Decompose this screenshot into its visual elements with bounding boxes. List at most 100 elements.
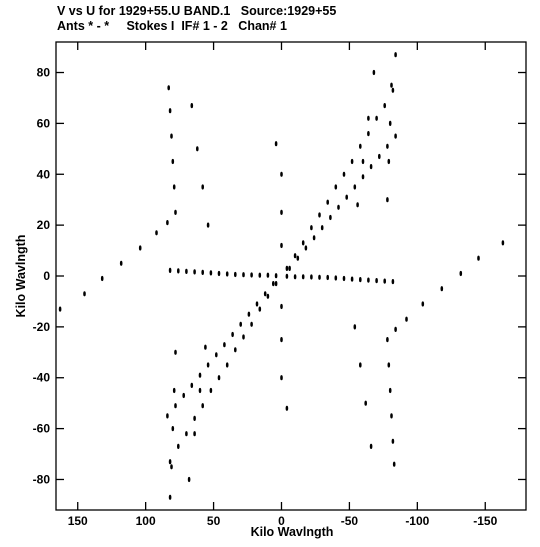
uv-point	[387, 362, 391, 368]
uv-point	[388, 387, 392, 394]
y-tick-label: -20	[33, 320, 51, 334]
uv-point	[171, 158, 175, 165]
uv-point	[250, 321, 253, 327]
uv-point	[217, 375, 221, 381]
data-points	[58, 52, 505, 500]
uv-point	[280, 303, 283, 310]
uv-point	[168, 267, 172, 273]
uv-point	[168, 494, 172, 500]
uv-point	[383, 103, 387, 109]
uv-point	[304, 245, 308, 251]
uv-point	[266, 293, 270, 299]
uv-point	[320, 225, 324, 231]
uv-point	[329, 214, 332, 221]
uv-point	[440, 286, 444, 292]
uv-point	[386, 337, 389, 343]
uv-point	[342, 171, 346, 177]
uv-point	[345, 194, 349, 200]
uv-point	[138, 245, 142, 251]
uv-point	[285, 273, 289, 279]
uv-point	[172, 387, 176, 394]
uv-point	[174, 403, 177, 409]
uv-point	[394, 326, 397, 332]
uv-point	[171, 426, 175, 432]
uv-point	[285, 405, 289, 411]
uv-point	[285, 265, 289, 271]
uv-point	[274, 141, 278, 147]
uv-point	[168, 459, 172, 465]
uv-point	[206, 362, 210, 368]
uv-point	[350, 158, 354, 165]
axis-ticks: 150 100 50 0 -50 -100 -150 80 60 40 20 0 -20 -40 -60 -8…	[33, 42, 526, 528]
uv-point	[206, 222, 210, 228]
uv-point	[250, 272, 253, 278]
uv-point	[201, 403, 204, 409]
uv-point	[353, 184, 357, 190]
uv-point	[234, 271, 237, 278]
uv-point	[367, 115, 370, 121]
uv-point	[83, 291, 86, 297]
x-tick-label: -150	[473, 514, 497, 528]
uv-point	[334, 184, 338, 190]
uv-point	[421, 301, 425, 307]
y-tick-label: 0	[43, 269, 50, 283]
uv-point	[280, 209, 283, 215]
uv-point	[350, 276, 354, 282]
uv-point	[405, 316, 408, 322]
uv-point	[190, 382, 194, 388]
uv-point	[242, 334, 245, 340]
uv-point	[391, 87, 395, 93]
uv-point	[326, 199, 330, 205]
x-tick-label: 100	[136, 514, 156, 528]
uv-point	[288, 265, 291, 271]
y-tick-label: -60	[33, 422, 51, 436]
uv-point	[367, 131, 370, 137]
uv-point	[312, 235, 316, 241]
x-tick-label: -100	[405, 514, 429, 528]
y-tick-label: 40	[37, 167, 51, 181]
uv-point	[255, 301, 259, 307]
uv-point	[196, 146, 199, 152]
uv-point	[361, 158, 365, 165]
uv-point	[204, 344, 207, 350]
uv-point	[372, 69, 376, 76]
uv-point	[364, 400, 368, 406]
uv-point	[225, 362, 229, 368]
chart-title: V vs U for 1929+55.U BAND.1 Source:1929+…	[57, 4, 337, 18]
uv-point	[375, 278, 378, 284]
uv-point	[258, 272, 262, 278]
uv-point	[225, 271, 229, 277]
uv-point	[356, 202, 359, 208]
uv-point	[391, 279, 395, 285]
uv-point	[394, 133, 397, 139]
uv-point	[198, 372, 202, 378]
uv-point	[166, 220, 169, 226]
uv-point	[280, 242, 283, 249]
uv-point	[174, 349, 177, 355]
uv-point	[231, 331, 234, 338]
x-tick-label: 150	[68, 514, 88, 528]
uv-point	[293, 274, 297, 280]
uv-point	[242, 272, 245, 278]
uv-point	[119, 260, 123, 266]
uv-point	[383, 278, 387, 284]
uv-point	[392, 461, 396, 467]
uv-point	[296, 255, 300, 261]
uv-point	[172, 184, 176, 190]
uv-point	[391, 438, 395, 444]
y-tick-label: -40	[33, 371, 51, 385]
uv-point	[301, 274, 305, 280]
uv-point	[359, 277, 362, 283]
uv-point	[359, 362, 362, 368]
uv-point	[258, 306, 262, 312]
uv-point	[342, 275, 346, 282]
uv-point	[280, 171, 283, 177]
uv-point	[168, 108, 172, 114]
uv-point	[337, 204, 340, 210]
uv-point	[155, 230, 158, 236]
uv-point	[369, 443, 373, 449]
uv-point	[367, 277, 370, 283]
uv-point	[201, 184, 204, 190]
uv-point	[326, 274, 330, 281]
uv-point	[174, 209, 177, 215]
